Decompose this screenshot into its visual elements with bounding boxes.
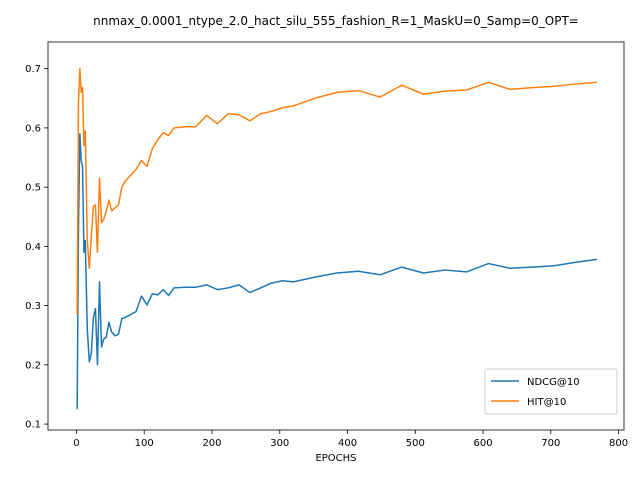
y-tick-label: 0.1 — [25, 420, 41, 431]
y-tick-label: 0.2 — [25, 360, 41, 371]
y-tick-label: 0.4 — [25, 242, 41, 253]
series-line-hit — [76, 67, 597, 315]
x-tick-label: 700 — [541, 438, 560, 449]
plot-frame — [47, 41, 625, 431]
x-tick-label: 400 — [338, 438, 357, 449]
y-tick-label: 0.6 — [25, 123, 41, 134]
x-axis: 0 100 200 300 400 500 600 700 800 — [73, 430, 628, 449]
y-axis: 0.1 0.2 0.3 0.4 0.5 0.6 0.7 — [25, 64, 48, 431]
legend-label-hit: HIT@10 — [527, 397, 566, 408]
legend: NDCG@10 HIT@10 — [484, 368, 618, 415]
x-tick-label: 200 — [202, 438, 221, 449]
y-tick-label: 0.5 — [25, 183, 41, 194]
y-tick-label: 0.3 — [25, 301, 41, 312]
x-tick-label: 500 — [406, 438, 425, 449]
x-tick-label: 100 — [135, 438, 154, 449]
y-tick-label: 0.7 — [25, 64, 41, 75]
legend-label-ndcg: NDCG@10 — [527, 377, 580, 388]
chart-title: nnmax_0.0001_ntype_2.0_hact_silu_555_fas… — [93, 14, 579, 28]
x-tick-label: 0 — [73, 438, 79, 449]
series-layer — [76, 67, 597, 410]
x-axis-label: EPOCHS — [315, 453, 356, 464]
series-line-ndcg — [76, 133, 597, 410]
x-tick-label: 600 — [474, 438, 493, 449]
x-tick-label: 800 — [609, 438, 628, 449]
x-tick-label: 300 — [270, 438, 289, 449]
